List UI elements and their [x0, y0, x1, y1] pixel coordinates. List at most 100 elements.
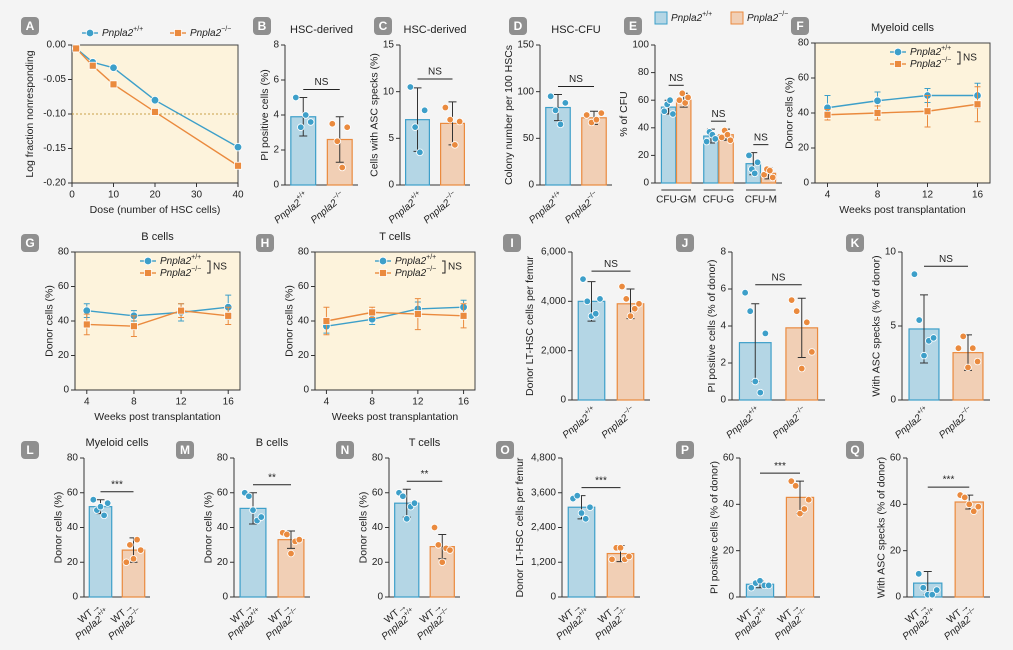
panel-badge	[846, 234, 864, 252]
data-point	[328, 120, 337, 128]
data-point	[741, 289, 749, 297]
x-tick-label: 8	[131, 397, 137, 408]
y-tick-label: 0	[528, 180, 534, 191]
y-tick-label: 0	[63, 385, 69, 396]
data-point	[959, 332, 967, 341]
legend-label: Pnpla2−/−	[190, 26, 231, 39]
series-line	[86, 309, 229, 327]
data-point	[635, 300, 643, 308]
significance: ***	[943, 475, 955, 486]
data-point	[961, 493, 969, 502]
data-point	[103, 499, 112, 507]
data-point	[726, 136, 735, 144]
data-point	[753, 158, 762, 166]
significance: NS	[712, 109, 726, 120]
data-point	[769, 173, 777, 182]
legend-swatch	[730, 11, 744, 25]
data-point	[582, 111, 591, 119]
significance: NS	[448, 262, 462, 273]
data-point	[546, 92, 555, 101]
y-axis-label: Donor cells (%)	[284, 285, 296, 357]
data-point	[669, 110, 677, 118]
series-line	[86, 306, 229, 317]
panel-letter: P	[681, 443, 689, 457]
x-tick-label: 30	[191, 190, 203, 201]
data-point	[954, 344, 963, 352]
panel-title: Myeloid cells	[871, 22, 934, 34]
y-tick-label: 6	[273, 75, 279, 86]
data-point	[666, 96, 674, 104]
y-axis-label: Donor cells (%)	[784, 77, 796, 149]
data-point	[964, 363, 972, 372]
x-tick-label: 12	[922, 190, 934, 201]
y-tick-label: 20	[372, 557, 384, 568]
x-tick-label: 16	[972, 190, 984, 201]
panel-title: HSC-CFU	[551, 24, 601, 36]
bar	[567, 506, 596, 598]
x-tick-label: CFU-GM	[656, 195, 696, 206]
data-point	[306, 118, 315, 126]
y-tick-label: 15	[383, 40, 395, 51]
data-point	[582, 515, 590, 523]
marker	[322, 317, 331, 325]
y-tick-label: 6,000	[541, 247, 566, 258]
data-point	[787, 296, 796, 304]
data-point	[416, 148, 424, 157]
significance: **	[268, 472, 276, 483]
data-point	[295, 535, 303, 544]
data-point	[626, 312, 635, 320]
y-tick-label: 8	[273, 40, 279, 51]
data-point	[579, 275, 587, 283]
panel-letter: G	[25, 236, 34, 250]
data-point	[756, 577, 764, 585]
data-point	[245, 492, 253, 500]
data-point	[556, 120, 565, 129]
panel-badge	[21, 17, 39, 35]
significance: ***	[774, 461, 786, 472]
legend-label: Pnpla2+/+	[160, 254, 201, 267]
y-tick-label: 20	[298, 350, 310, 361]
error-bar	[920, 294, 928, 364]
panel-badge	[21, 441, 39, 459]
y-axis-label: With ASC specks (% of donor)	[871, 255, 883, 396]
x-tick-label: 4	[84, 397, 90, 408]
data-point	[969, 344, 977, 352]
panel-badge	[624, 17, 642, 35]
data-point	[625, 552, 633, 561]
data-point	[970, 507, 978, 515]
data-point	[338, 163, 346, 172]
x-tick-label: 8	[875, 190, 881, 201]
data-point	[965, 500, 973, 509]
marker	[88, 61, 97, 70]
panel-letter: K	[851, 236, 860, 250]
y-axis-label: Cells with ASC specks (%)	[369, 53, 381, 177]
data-point	[933, 586, 941, 594]
panel-badge	[496, 441, 514, 459]
significance: NS	[754, 132, 768, 143]
y-tick-label: 60	[798, 73, 810, 84]
data-point	[434, 541, 443, 549]
marker	[72, 44, 81, 53]
data-point	[745, 151, 753, 160]
data-point	[746, 307, 754, 315]
y-tick-label: 60	[67, 487, 79, 498]
panel-title: T cells	[409, 437, 441, 449]
panel-badge	[503, 234, 521, 252]
y-axis-label: PI positive cells (% of donor)	[709, 461, 721, 594]
y-tick-label: 5	[890, 321, 896, 332]
y-tick-label: 0	[222, 592, 228, 603]
significance: NS	[428, 67, 442, 78]
legend-marker	[143, 256, 153, 266]
x-tick-label: 10	[108, 190, 120, 201]
significance: ***	[111, 479, 123, 490]
data-point	[616, 544, 625, 552]
panel-letter: B	[258, 19, 267, 33]
panel-title: B cells	[141, 231, 174, 243]
y-tick-label: 60	[723, 453, 735, 464]
y-tick-label: 40	[67, 522, 79, 533]
panel-letter: M	[180, 443, 190, 457]
y-axis-label: Donor cells (%)	[44, 285, 56, 357]
y-tick-label: 20	[798, 143, 810, 154]
data-point	[919, 584, 927, 592]
legend-bracket	[207, 260, 211, 274]
